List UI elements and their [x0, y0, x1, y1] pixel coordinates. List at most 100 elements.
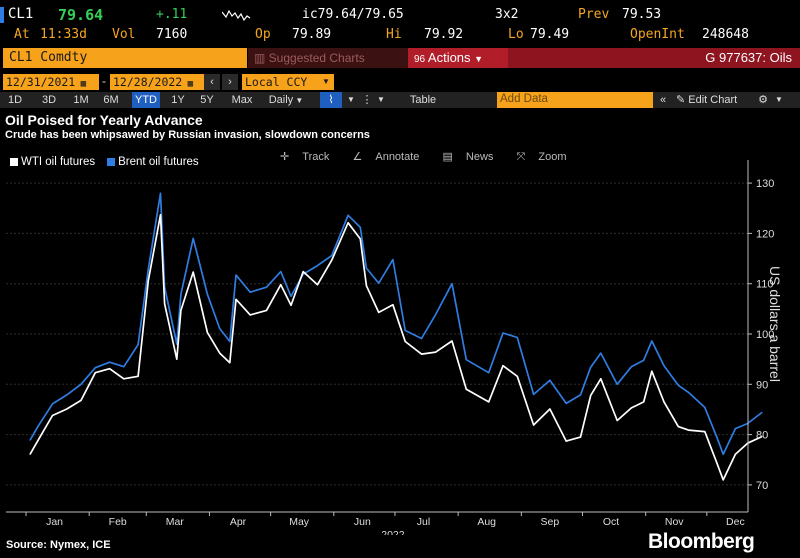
data-point-brent [176, 343, 178, 345]
data-point-wti [347, 222, 349, 224]
range-1y[interactable]: 1Y [171, 94, 185, 106]
news-button[interactable]: ▤ News [442, 151, 503, 163]
end-date-field[interactable]: 12/28/2022 ▦ [110, 74, 206, 90]
data-point-brent [465, 359, 467, 361]
table-button[interactable]: Table [409, 94, 437, 106]
data-point-brent [549, 379, 551, 381]
data-point-brent [235, 274, 237, 276]
data-point-brent [734, 427, 736, 430]
data-point-brent [565, 402, 567, 405]
calendar-icon: ▦ [182, 79, 194, 89]
more-options-button[interactable]: ⋮ [360, 92, 374, 108]
chart-background [0, 150, 800, 535]
next-period-button[interactable]: › [222, 74, 238, 90]
bid-ask: ic79.64/79.65 [302, 7, 404, 22]
open-interest-label: OpenInt [630, 27, 685, 42]
legend-item-wti[interactable]: WTI oil futures [10, 156, 95, 168]
data-point-wti [66, 408, 68, 410]
x-tick-label: Feb [109, 516, 127, 528]
currency-select[interactable]: Local CCY [242, 74, 318, 90]
range-ytd[interactable]: YTD [132, 92, 160, 108]
start-date-field[interactable]: 12/31/2021 ▦ [3, 74, 99, 90]
data-point-wti [549, 408, 551, 410]
currency-dropdown-button[interactable]: ▼ [318, 74, 334, 90]
line-chart[interactable]: 70 80 90 100 110 120 130 Jan Feb Mar Apr May Jun Jul A… [0, 150, 800, 535]
range-1d[interactable]: 1D [7, 94, 23, 106]
y-tick-label: 90 [756, 379, 768, 391]
prev-period-button[interactable]: ‹ [204, 74, 220, 90]
edit-chart-label: Edit Chart [688, 94, 738, 106]
add-data-input[interactable]: Add Data [497, 92, 653, 108]
data-point-wti [392, 304, 394, 306]
x-tick-label: Apr [230, 516, 247, 528]
suggested-charts-button[interactable]: ▥ Suggested Charts [248, 48, 408, 68]
open-label: Op [255, 27, 271, 42]
edit-chart-button[interactable]: ✎ Edit Chart [676, 92, 754, 108]
data-point-wti [137, 375, 139, 377]
data-point-wti [176, 358, 178, 360]
high-label: Hi [386, 27, 402, 42]
data-point-brent [280, 271, 282, 273]
settings-dropdown[interactable]: ▼ [772, 92, 786, 108]
x-tick-label: Dec [726, 516, 745, 528]
data-point-brent [687, 391, 690, 393]
data-point-brent [147, 268, 149, 270]
high-value: 79.92 [424, 27, 464, 42]
data-point-wti [420, 353, 423, 355]
track-button[interactable]: ✛ Track [280, 151, 339, 163]
collapse-button[interactable]: « [656, 92, 670, 108]
command-bar: CL1 Comdty ▥ Suggested Charts 96 Actions… [0, 48, 800, 68]
data-point-wti [451, 340, 453, 342]
y-tick-label: 130 [756, 178, 774, 190]
data-point-brent [290, 295, 292, 297]
range-bar: 1D 3D 1M 6M YTD 1Y 5Y Max Daily ▼ ⌇ ▼ ⋮ … [0, 92, 800, 108]
data-point-wti [630, 407, 633, 409]
data-point-brent [677, 384, 679, 386]
track-label: Track [302, 151, 330, 163]
annotate-button[interactable]: ∠ Annotate [352, 151, 429, 163]
security-input[interactable]: CL1 Comdty [3, 48, 247, 68]
line-chart-type-button[interactable]: ⌇ [320, 92, 342, 108]
data-point-wti [123, 378, 125, 380]
data-point-brent [137, 343, 139, 346]
data-point-brent [663, 365, 665, 367]
range-5y[interactable]: 5Y [200, 94, 214, 106]
data-point-brent [229, 340, 231, 343]
data-point-wti [290, 304, 292, 306]
range-3d[interactable]: 3D [41, 94, 57, 106]
data-point-brent [722, 453, 724, 455]
data-point-wti [94, 372, 96, 374]
data-point-wti [502, 365, 504, 367]
annotate-icon: ∠ [352, 151, 366, 163]
more-options-dropdown[interactable]: ▼ [374, 92, 388, 108]
series-line-wti [29, 213, 763, 481]
chevron-double-left-icon: « [659, 94, 667, 106]
range-6m[interactable]: 6M [103, 94, 119, 106]
data-point-brent [108, 361, 111, 363]
data-point-wti [108, 368, 111, 370]
frequency-select[interactable]: Daily ▼ [264, 92, 308, 108]
data-point-brent [435, 313, 437, 315]
calendar-icon: ▦ [75, 79, 87, 89]
legend-item-brent[interactable]: Brent oil futures [107, 156, 199, 168]
range-1m[interactable]: 1M [73, 94, 89, 106]
y-tick-label: 110 [756, 279, 774, 291]
data-point-wti [435, 351, 437, 353]
end-date-value: 12/28/2022 [113, 75, 183, 89]
x-tick-label: Nov [665, 516, 684, 528]
range-max[interactable]: Max [231, 94, 253, 106]
settings-button[interactable]: ⚙ [756, 92, 770, 108]
data-point-wti [229, 362, 231, 364]
chart-toolbar: ✛ Track ∠ Annotate ▤ News ⤧ Zoom [280, 150, 586, 164]
vol-label: Vol [112, 27, 136, 42]
ticker[interactable]: CL1 [8, 6, 34, 22]
data-point-wti [722, 479, 724, 481]
actions-menu[interactable]: 96 Actions ▼ [408, 48, 508, 68]
legend-label-brent: Brent oil futures [118, 156, 199, 168]
prev-label: Prev [578, 7, 610, 22]
chevron-down-icon: ▼ [293, 96, 304, 105]
zoom-button[interactable]: ⤧ Zoom [517, 151, 577, 163]
chart-type-dropdown[interactable]: ▼ [344, 92, 358, 108]
data-point-brent [37, 425, 39, 427]
data-point-wti [316, 284, 319, 286]
